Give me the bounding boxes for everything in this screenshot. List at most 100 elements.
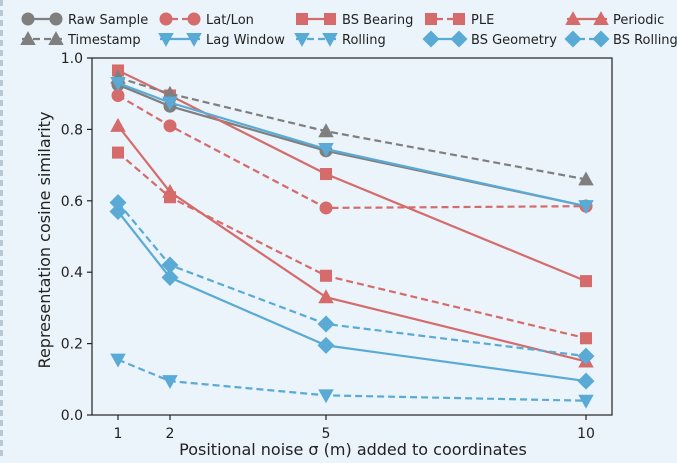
legend-label-rolling: Rolling <box>342 33 386 48</box>
series-line-rolling <box>117 358 587 402</box>
legend-marker-lag-window <box>186 32 202 47</box>
legend-marker-periodic <box>565 11 581 26</box>
legend-item-timestamp: Timestamp <box>20 31 141 48</box>
legend-item-lat-lon: Lat/Lon <box>159 12 254 28</box>
legend-marker-bs-geometry <box>450 30 468 48</box>
data-point-bs-geometry <box>577 372 595 390</box>
series-line-periodic <box>117 125 587 363</box>
plot-area <box>109 64 595 409</box>
legend-marker-timestamp <box>48 31 64 46</box>
legend-label-timestamp: Timestamp <box>67 33 141 48</box>
series-periodic <box>110 117 594 368</box>
legend-marker-bs-bearing <box>295 12 309 26</box>
left-border-decoration <box>0 0 3 459</box>
legend-marker-periodic <box>593 11 609 26</box>
legend-item-ple: PLE <box>424 12 494 28</box>
data-point-bs-geometry <box>317 336 335 354</box>
data-point-bs-rolling <box>317 315 335 333</box>
legend-marker-raw-sample <box>49 12 63 26</box>
data-point-lag-window <box>110 76 126 91</box>
legend-marker-ple <box>424 12 438 26</box>
series-line-ple <box>117 151 587 340</box>
legend-label-lat-lon: Lat/Lon <box>206 13 254 28</box>
x-axis-label: Positional noise σ (m) added to coordina… <box>179 440 527 459</box>
series-line-timestamp <box>117 76 587 181</box>
data-point-timestamp <box>318 123 334 138</box>
legend-label-lag-window: Lag Window <box>206 33 285 48</box>
series-bs-geometry <box>109 203 595 390</box>
data-point-bs-geometry <box>161 269 179 287</box>
series-line-lag-window <box>117 81 587 208</box>
legend-item-lag-window: Lag Window <box>158 32 285 48</box>
legend-label-ple: PLE <box>471 13 494 28</box>
legend-item-periodic: Periodic <box>565 11 664 28</box>
data-point-periodic <box>110 117 126 132</box>
data-point-bs-bearing <box>319 168 333 181</box>
axes: 1 2 5 10 0.0 0.2 0.4 0.6 0.8 1.0 <box>61 51 613 442</box>
legend-marker-lat-lon <box>159 12 173 26</box>
y-tick-label: 0.6 <box>61 194 83 210</box>
legend-marker-timestamp <box>20 31 36 46</box>
data-point-lag-window <box>578 200 594 215</box>
legend-label-bs-geometry: BS Geometry <box>471 33 557 48</box>
legend-marker-bs-rolling <box>592 30 610 48</box>
legend-label-bs-bearing: BS Bearing <box>342 13 413 28</box>
y-tick-label: 0.8 <box>61 122 83 138</box>
legend-marker-rolling <box>322 32 338 47</box>
x-tick-label: 5 <box>322 426 331 442</box>
data-point-bs-rolling <box>577 347 595 365</box>
series-line-bs-rolling <box>117 201 587 358</box>
series-line-bs-geometry <box>117 210 587 383</box>
y-tick-label: 1.0 <box>61 51 83 67</box>
legend-label-bs-rolling: BS Rolling <box>613 33 677 48</box>
legend-marker-rolling <box>294 32 310 47</box>
data-point-ple <box>579 332 593 345</box>
data-point-bs-bearing <box>579 275 593 288</box>
data-point-rolling <box>578 394 594 409</box>
data-point-lat-lon <box>163 119 177 133</box>
series-rolling <box>110 353 594 409</box>
data-point-timestamp <box>578 171 594 186</box>
legend-marker-lag-window <box>158 32 174 47</box>
data-point-bs-rolling <box>109 194 127 212</box>
legend-marker-ple <box>452 12 466 26</box>
data-point-rolling <box>110 353 126 368</box>
legend-item-bs-bearing: BS Bearing <box>295 12 413 28</box>
legend-marker-bs-geometry <box>422 30 440 48</box>
y-axis-label: Representation cosine similarity <box>35 112 54 369</box>
data-point-ple <box>111 146 125 159</box>
legend-item-raw-sample: Raw Sample <box>21 12 148 28</box>
x-tick-label: 1 <box>114 426 123 442</box>
data-point-rolling <box>318 389 334 404</box>
legend-item-bs-geometry: BS Geometry <box>422 30 557 48</box>
legend-marker-lat-lon <box>187 12 201 26</box>
data-point-rolling <box>162 375 178 390</box>
x-tick-label: 2 <box>166 426 175 442</box>
data-point-lat-lon <box>111 88 125 102</box>
data-point-lag-window <box>318 143 334 157</box>
y-tick-label: 0.0 <box>61 408 83 424</box>
series-line-lat-lon <box>117 94 587 210</box>
data-point-bs-rolling <box>161 256 179 274</box>
y-tick-label: 0.4 <box>61 265 83 281</box>
legend-marker-bs-rolling <box>564 30 582 48</box>
legend-label-raw-sample: Raw Sample <box>68 13 148 28</box>
legend-marker-bs-bearing <box>323 12 337 26</box>
data-point-lag-window <box>162 96 178 111</box>
legend-item-bs-rolling: BS Rolling <box>564 30 677 48</box>
series-bs-rolling <box>109 194 595 365</box>
series-line-bs-bearing <box>117 69 587 283</box>
data-point-ple <box>319 269 333 282</box>
y-tick-label: 0.2 <box>61 337 83 353</box>
data-point-periodic <box>318 289 334 304</box>
series-lat-lon <box>111 88 593 215</box>
x-tick-label: 10 <box>577 426 595 442</box>
data-point-periodic <box>162 183 178 198</box>
series-lag-window <box>110 76 594 215</box>
plot-frame <box>91 57 613 416</box>
legend-marker-raw-sample <box>21 12 35 26</box>
data-point-lat-lon <box>319 201 333 215</box>
legend: Raw Sample Lat/Lon BS Bearing PLE Periodic Ti… <box>20 11 677 48</box>
